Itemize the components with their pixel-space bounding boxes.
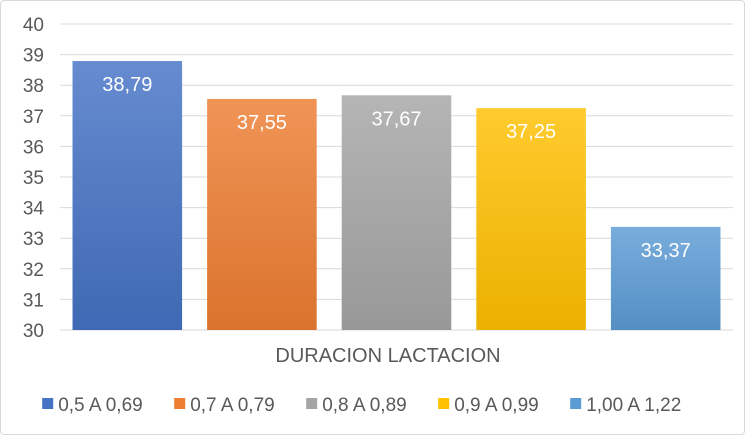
y-tick-label: 38 [23,76,44,97]
data-labels: 38,79 37,55 37,67 37,25 33,37 [102,74,690,262]
legend-swatch [306,398,318,409]
x-axis-title: DURACION LACTACION [275,345,500,367]
legend-swatch [438,398,450,409]
legend: 0,5 A 0,69 0,7 A 0,79 0,8 A 0,89 0,9 A 0,99… [42,395,681,416]
legend-swatch [570,398,582,409]
y-tick-label: 36 [23,137,44,158]
legend-label: 0,8 A 0,89 [322,395,407,416]
y-tick-label: 33 [23,229,44,250]
y-tick-label: 40 [23,15,44,36]
data-label: 37,55 [237,112,287,134]
legend-swatch [174,398,186,409]
data-label: 37,67 [371,108,421,130]
y-tick-label: 39 [23,46,44,67]
y-tick-label: 32 [23,260,44,281]
y-tick-label: 31 [23,290,44,311]
bar [341,95,452,330]
bars [72,61,721,331]
y-tick-label: 37 [23,107,44,128]
bar [72,61,183,330]
data-label: 38,79 [102,74,152,96]
y-tick-label: 30 [23,321,44,342]
data-label: 33,37 [641,240,691,262]
y-tick-label: 34 [23,199,45,220]
legend-label: 0,5 A 0,69 [58,395,143,416]
legend-label: 0,9 A 0,99 [454,395,539,416]
bar [476,108,586,331]
bar [610,226,721,330]
bar [207,98,317,330]
y-axis-ticks: 30 31 32 33 34 35 36 37 38 39 40 [23,15,45,342]
y-tick-label: 35 [23,168,44,189]
legend-label: 0,7 A 0,79 [190,395,275,416]
legend-label: 1,00 A 1,22 [586,395,681,416]
legend-swatch [42,398,54,409]
data-label: 37,25 [506,121,556,143]
